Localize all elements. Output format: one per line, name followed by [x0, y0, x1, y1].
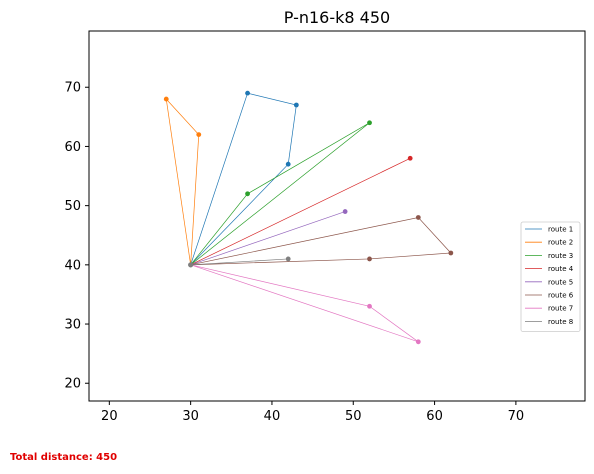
routes-layer [163, 90, 454, 345]
legend-label: route 7 [548, 305, 573, 313]
legend-label: route 6 [548, 292, 574, 300]
legend-box [520, 221, 581, 332]
customer-point [407, 155, 413, 161]
chart-title: P-n16-k8 450 [284, 8, 390, 27]
route-4 [190, 155, 413, 266]
y-tick-label: 40 [64, 258, 81, 273]
x-tick-label: 20 [101, 409, 118, 424]
customer-point [163, 96, 169, 102]
customer-point [293, 102, 299, 108]
legend-entry: route 6 [525, 292, 574, 300]
legend-entry: route 1 [525, 226, 573, 234]
y-tick-label: 30 [64, 318, 81, 333]
legend-entry: route 7 [525, 305, 573, 313]
customer-point [245, 191, 250, 197]
customer-point [196, 132, 202, 138]
route-7 [190, 264, 421, 345]
customer-point [367, 256, 372, 262]
legend-label: route 5 [548, 278, 573, 286]
legend-entry: route 4 [525, 265, 574, 273]
legend-label: route 8 [548, 318, 573, 326]
legend-entry: route 5 [525, 278, 573, 286]
x-tick-label: 40 [264, 409, 281, 424]
y-tick-label: 50 [64, 199, 81, 214]
total-distance-label: Total distance: 450 [10, 452, 118, 463]
route-6 [190, 215, 454, 266]
customer-point [367, 120, 372, 126]
route-line [165, 98, 200, 265]
customer-point [285, 161, 291, 167]
plot-frame [88, 30, 586, 402]
customer-point [285, 256, 291, 262]
customer-point [448, 250, 454, 256]
x-tick-label: 60 [426, 409, 443, 424]
legend-label: route 4 [548, 265, 574, 273]
y-tick-label: 70 [64, 81, 81, 96]
x-tick-label: 70 [508, 409, 525, 424]
route-line [190, 122, 370, 266]
customer-point [415, 339, 421, 345]
x-tick-label: 30 [182, 409, 199, 424]
route-5 [190, 209, 348, 266]
route-3 [190, 120, 372, 266]
legend-label: route 1 [548, 226, 573, 234]
route-line [190, 157, 411, 266]
y-tick-label: 20 [64, 377, 81, 392]
route-line [190, 264, 419, 343]
legend-entry: route 2 [525, 239, 573, 247]
y-tick-label: 60 [64, 140, 81, 155]
customer-point [245, 90, 250, 96]
route-8 [190, 256, 291, 266]
legend: route 1 route 2 route 3 route 4 route 5 route… [520, 221, 581, 332]
legend-label: route 3 [548, 252, 573, 260]
legend-entry: route 3 [525, 252, 573, 260]
customer-point [342, 209, 348, 214]
axes-layer: 20 30 40 50 60 70 20 30 40 50 60 70 [64, 30, 586, 424]
legend-label: route 2 [548, 239, 573, 247]
route-line [190, 211, 346, 266]
route-1 [190, 90, 299, 266]
x-tick-label: 50 [345, 409, 362, 424]
route-2 [163, 96, 202, 265]
customer-point [415, 215, 421, 220]
customer-point [367, 303, 372, 309]
legend-entry: route 8 [525, 318, 573, 326]
depot-point [188, 262, 194, 268]
